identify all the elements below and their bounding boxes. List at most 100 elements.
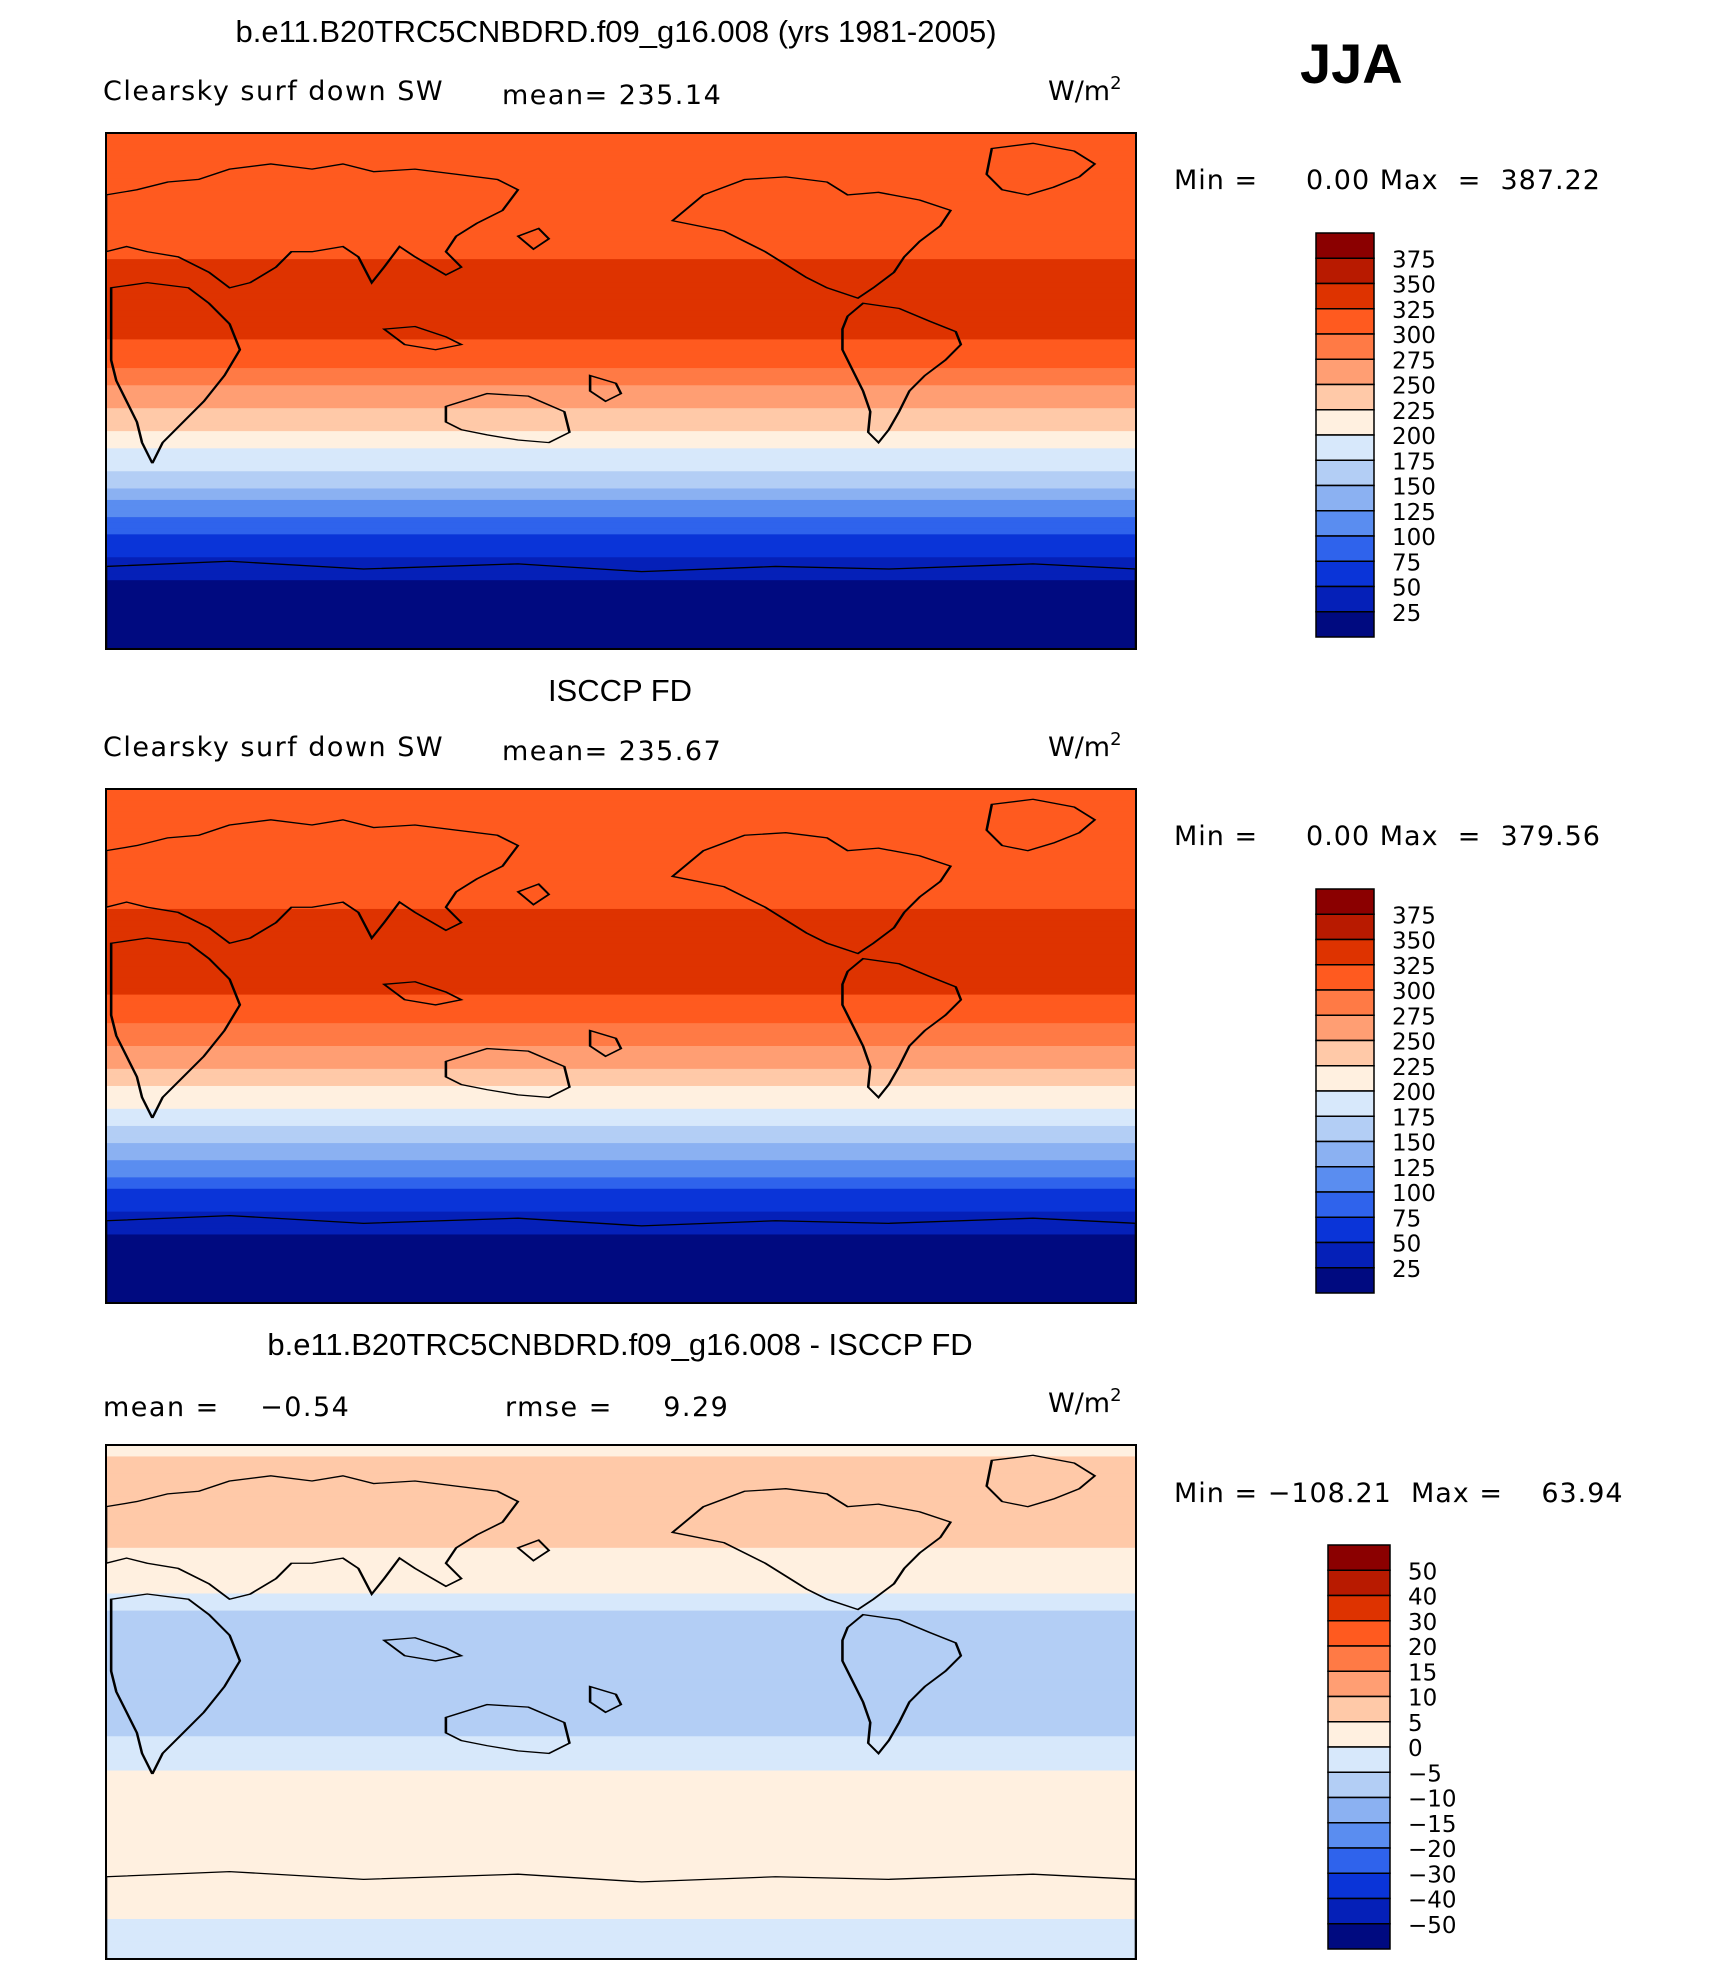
mean-label: mean= 235.14 <box>502 80 722 111</box>
field-band <box>106 937 1136 944</box>
field-band <box>106 1673 1136 1680</box>
field-band <box>106 1827 1136 1835</box>
field-band <box>106 1724 1136 1732</box>
field-band <box>106 1165 1136 1173</box>
colorbar-tick-label: 5 <box>1408 1711 1423 1737</box>
minmax-label: Min = 0.00 Max = 387.22 <box>1174 165 1601 196</box>
field-band <box>106 1816 1136 1823</box>
field-band <box>106 1251 1136 1259</box>
field-band <box>106 551 1136 559</box>
rmse-label: rmse = 9.29 <box>505 1392 729 1423</box>
field-band <box>106 1781 1136 1789</box>
field-band <box>106 817 1136 825</box>
field-band <box>106 1536 1136 1543</box>
field-band <box>106 794 1136 802</box>
field-band <box>106 494 1136 501</box>
field-band <box>106 471 1136 478</box>
colorbar-swatch <box>1327 1645 1391 1672</box>
field-band <box>106 1890 1136 1897</box>
colorbar-tick-label: 50 <box>1408 1559 1437 1585</box>
field-band <box>106 926 1136 933</box>
field-band <box>106 1200 1136 1207</box>
field-band <box>106 574 1136 581</box>
colorbar-tick-label: 25 <box>1392 1257 1421 1283</box>
field-band <box>106 823 1136 830</box>
field-band <box>106 1639 1136 1646</box>
field-band <box>106 454 1136 461</box>
colorbar-swatch <box>1315 1014 1375 1042</box>
field-band <box>106 282 1136 289</box>
field-band <box>106 591 1136 599</box>
colorbar-swatch <box>1327 1872 1391 1900</box>
panel-title: ISCCP FD <box>548 673 692 708</box>
field-band <box>106 419 1136 427</box>
field-band <box>106 534 1136 541</box>
colorbar-swatch <box>1315 1065 1375 1092</box>
units-text: W/m <box>1048 76 1110 107</box>
field-band <box>106 1473 1136 1481</box>
colorbar-tick-label: 325 <box>1392 298 1436 324</box>
field-band <box>106 1787 1136 1795</box>
field-band <box>106 1125 1136 1133</box>
field-band <box>106 465 1136 473</box>
panel-title: b.e11.B20TRC5CNBDRD.f09_g16.008 (yrs 198… <box>235 14 996 49</box>
colorbar-tick-label: −10 <box>1408 1787 1457 1813</box>
field-band <box>106 488 1136 495</box>
field-band <box>106 1085 1136 1093</box>
field-band <box>106 1627 1136 1635</box>
field-band <box>106 1080 1136 1087</box>
field-band <box>106 259 1136 266</box>
field-band <box>106 253 1136 260</box>
field-band <box>106 1833 1136 1840</box>
field-band <box>106 184 1136 192</box>
colorbar-swatch <box>1315 484 1375 512</box>
colorbar-swatch <box>1327 1620 1391 1647</box>
colorbar: 3753503253002752502252001751501251007550… <box>1315 232 1436 638</box>
colorbar-swatch <box>1315 535 1375 562</box>
field-band <box>106 1280 1136 1287</box>
field-band <box>106 1604 1136 1612</box>
field-band <box>106 219 1136 226</box>
colorbar-swatch <box>1315 585 1375 613</box>
field-band <box>106 207 1136 215</box>
field-band <box>106 1143 1136 1150</box>
colorbar-swatch <box>1315 1216 1375 1244</box>
field-band <box>106 1023 1136 1030</box>
field-band <box>106 977 1136 984</box>
field-band <box>106 362 1136 369</box>
field-band <box>106 931 1136 939</box>
colorbar-tick-label: 75 <box>1392 550 1421 576</box>
field-band <box>106 1913 1136 1920</box>
field-band <box>106 339 1136 346</box>
colorbar-swatch <box>1327 1544 1391 1571</box>
field-band <box>106 1223 1136 1230</box>
field-band <box>106 1593 1136 1600</box>
field-band <box>106 230 1136 237</box>
field-band <box>106 1861 1136 1869</box>
map-plot <box>106 789 1136 1303</box>
field-band <box>106 1821 1136 1829</box>
field-band <box>106 1644 1136 1652</box>
field-band <box>106 1610 1136 1618</box>
colorbar-tick-label: 0 <box>1408 1736 1423 1762</box>
field-band <box>106 345 1136 352</box>
field-band <box>106 1947 1136 1955</box>
field-band <box>106 1245 1136 1253</box>
minmax-label: Min = 0.00 Max = 379.56 <box>1174 821 1601 852</box>
colorbar-swatch <box>1315 358 1375 386</box>
field-band <box>106 1490 1136 1498</box>
field-band <box>106 144 1136 151</box>
field-band <box>106 522 1136 530</box>
colorbar-tick-label: 40 <box>1408 1585 1437 1611</box>
field-band <box>106 1445 1136 1452</box>
field-band <box>106 1936 1136 1943</box>
colorbar-tick-label: 100 <box>1392 1181 1436 1207</box>
field-band <box>106 971 1136 979</box>
field-band <box>106 540 1136 547</box>
field-band <box>106 327 1136 335</box>
field-band <box>106 1941 1136 1949</box>
field-band <box>106 1467 1136 1475</box>
field-band <box>106 891 1136 899</box>
field-band <box>106 1799 1136 1806</box>
